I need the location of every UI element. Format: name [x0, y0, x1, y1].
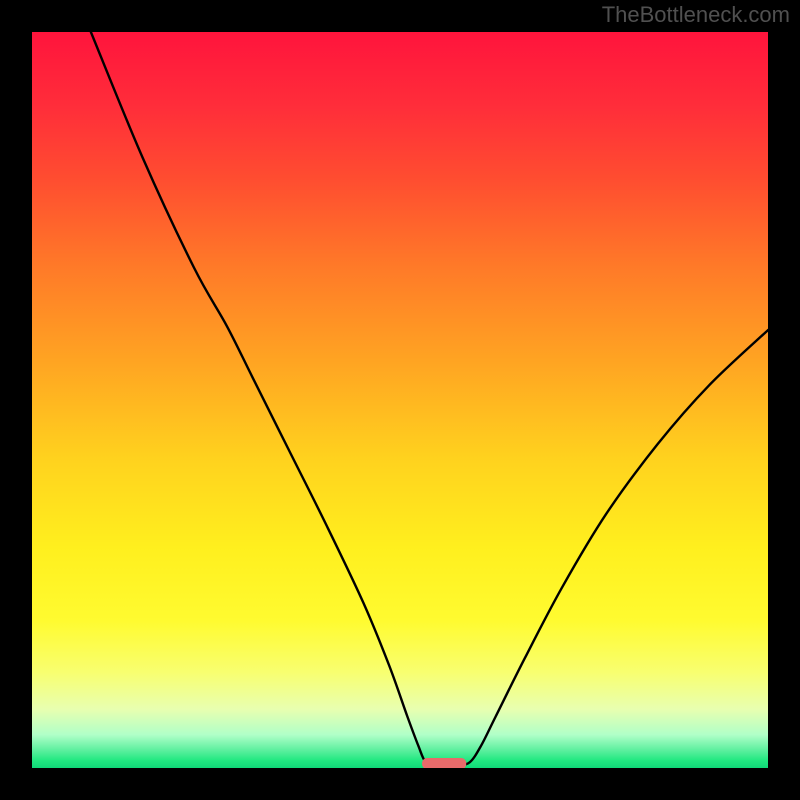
gradient-background — [32, 32, 768, 768]
bottleneck-chart — [32, 32, 768, 768]
chart-svg — [32, 32, 768, 768]
optimal-marker — [422, 758, 466, 768]
attribution-text: TheBottleneck.com — [602, 2, 790, 28]
